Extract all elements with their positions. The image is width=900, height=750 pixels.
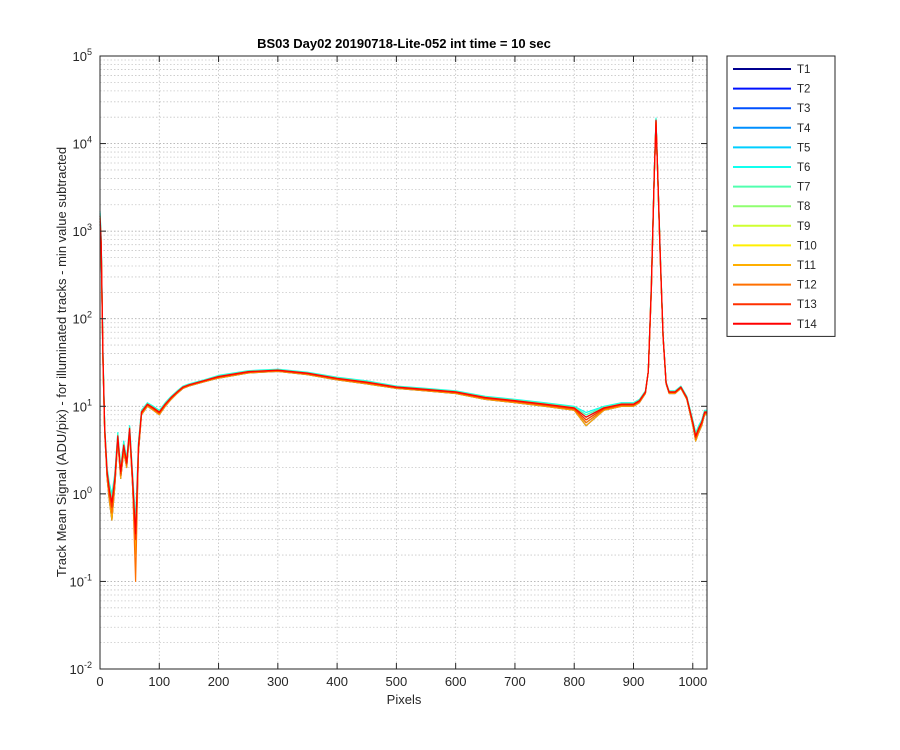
legend-label-T6: T6 [797,162,810,174]
grid [99,55,707,670]
y-tick-label: 10-1 [70,572,92,589]
x-tick-label: 700 [504,674,526,689]
x-tick-label: 300 [267,674,289,689]
legend-label-T12: T12 [797,280,817,292]
x-tick-label: 100 [148,674,170,689]
x-tick-label: 500 [386,674,408,689]
x-tick-label: 800 [563,674,585,689]
legend-label-T13: T13 [797,299,817,311]
legend-label-T9: T9 [797,221,810,233]
series-line-T2 [99,121,707,548]
legend-label-T5: T5 [797,142,810,154]
legend-label-T8: T8 [797,201,810,213]
x-tick-label: 400 [326,674,348,689]
y-tick-label: 10-2 [70,660,92,677]
legend-label-T7: T7 [797,182,810,194]
y-tick-label: 101 [73,397,92,414]
series-line-T1 [99,122,707,556]
x-tick-label: 900 [623,674,645,689]
legend-box [726,55,836,337]
legend-label-T11: T11 [797,260,816,272]
legend-label-T14: T14 [797,319,817,331]
ticks: 0 100 200 300 400 500 600 700 800 900 1000 10-2 10-1… [70,47,708,689]
x-axis-label: Pixels [387,692,422,707]
x-tick-label: 1000 [678,674,707,689]
series-line-T9 [99,120,707,541]
y-tick-label: 103 [73,222,92,239]
y-axis-label: Track Mean Signal (ADU/pix) - for illumi… [54,147,69,577]
legend: T1 T2 T3 T4 T5 T6 T7 T8 T9 T10 T11 T12 T13 T14 [726,55,836,337]
series-line-T3 [99,120,707,541]
series-line-T14 [99,119,707,535]
series-layer [99,117,707,583]
y-tick-label: 100 [73,485,92,502]
legend-label-T1: T1 [797,64,810,76]
series-line-T12 [99,121,707,583]
legend-label-T2: T2 [797,84,810,96]
legend-label-T3: T3 [797,103,810,115]
y-tick-label: 104 [73,135,92,152]
chart-title: BS03 Day02 20190718-Lite-052 int time = … [257,36,551,51]
series-line-T10 [99,121,707,548]
series-line-T13 [99,120,707,541]
y-tick-label: 105 [73,47,92,64]
x-tick-label: 200 [208,674,230,689]
x-tick-label: 600 [445,674,467,689]
plot-frame [99,55,708,670]
y-tick-label: 102 [73,310,92,327]
legend-label-T4: T4 [797,123,811,135]
x-tick-label: 0 [96,674,103,689]
legend-label-T10: T10 [797,240,817,252]
series-line-T11 [99,122,707,556]
